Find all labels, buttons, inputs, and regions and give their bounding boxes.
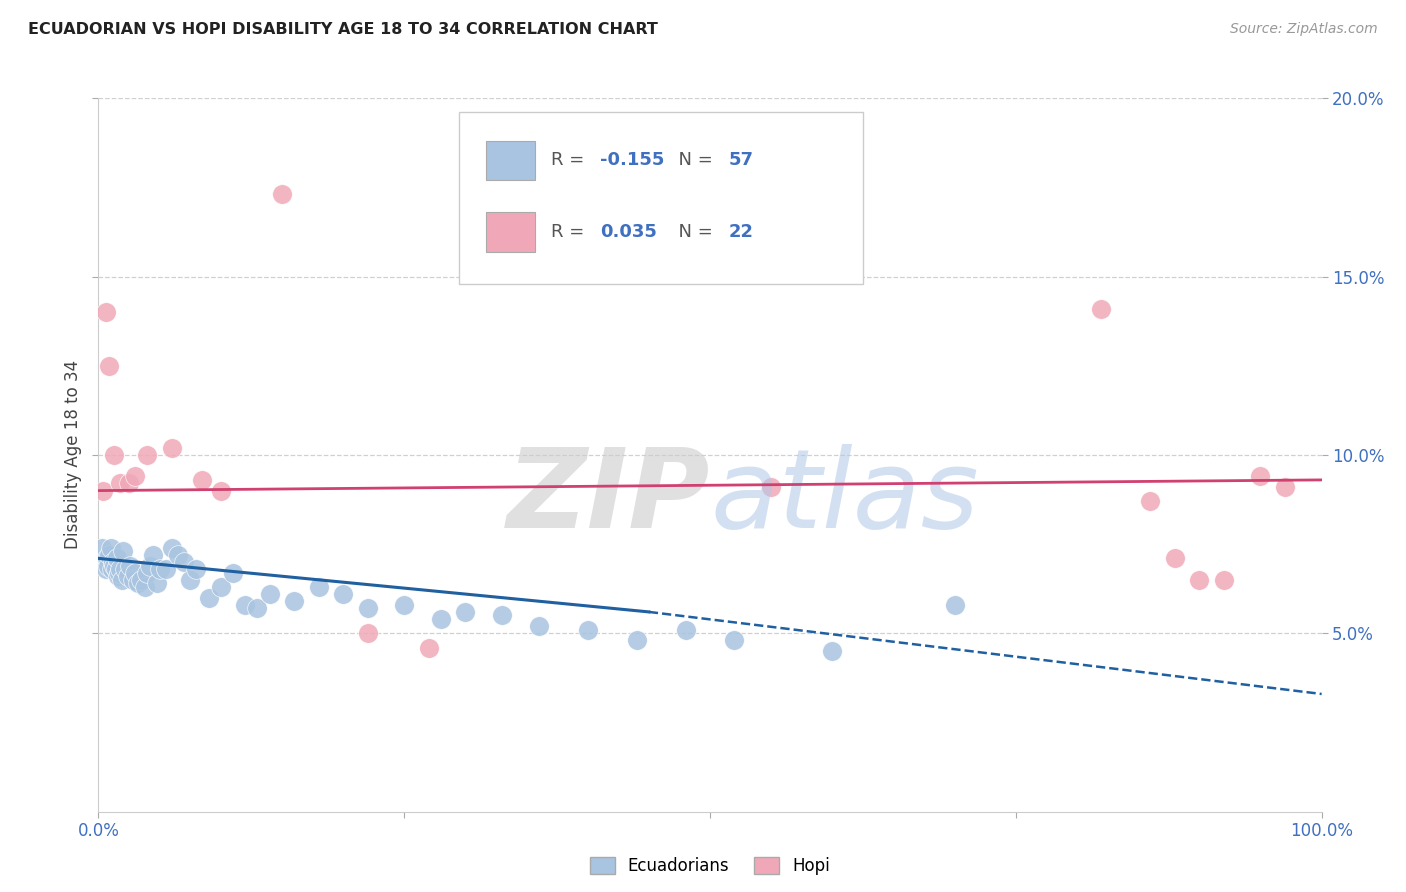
FancyBboxPatch shape bbox=[460, 112, 863, 284]
Point bbox=[155, 562, 177, 576]
Point bbox=[430, 612, 453, 626]
Point bbox=[222, 566, 245, 580]
FancyBboxPatch shape bbox=[486, 212, 536, 252]
Point bbox=[1090, 301, 1112, 316]
Text: N =: N = bbox=[668, 223, 718, 241]
Point bbox=[491, 608, 513, 623]
Point bbox=[197, 591, 219, 605]
Text: 57: 57 bbox=[728, 152, 754, 169]
Point bbox=[108, 566, 131, 580]
Point bbox=[127, 576, 149, 591]
Point bbox=[96, 551, 118, 566]
Point bbox=[104, 562, 127, 576]
Point bbox=[118, 476, 141, 491]
Point bbox=[1139, 494, 1161, 508]
Point bbox=[142, 548, 165, 562]
Point bbox=[98, 548, 121, 562]
Point bbox=[101, 555, 124, 569]
Point bbox=[93, 555, 115, 569]
Point bbox=[356, 601, 378, 615]
Point bbox=[91, 541, 114, 555]
Point bbox=[1212, 573, 1234, 587]
Point bbox=[136, 566, 159, 580]
Point bbox=[392, 598, 416, 612]
Point bbox=[283, 594, 305, 608]
Point bbox=[626, 633, 648, 648]
Point bbox=[134, 580, 156, 594]
Point bbox=[173, 555, 195, 569]
Text: -0.155: -0.155 bbox=[600, 152, 664, 169]
Point bbox=[233, 598, 256, 612]
Legend: Ecuadorians, Hopi: Ecuadorians, Hopi bbox=[583, 850, 837, 882]
Point bbox=[454, 605, 477, 619]
Text: ZIP: ZIP bbox=[506, 444, 710, 551]
Point bbox=[270, 187, 294, 202]
Point bbox=[418, 640, 440, 655]
Point bbox=[94, 562, 117, 576]
Point bbox=[332, 587, 354, 601]
Point bbox=[160, 441, 183, 455]
Point bbox=[761, 480, 783, 494]
Text: N =: N = bbox=[668, 152, 718, 169]
Point bbox=[723, 633, 745, 648]
Point bbox=[136, 448, 159, 462]
Point bbox=[576, 623, 599, 637]
Point bbox=[186, 562, 208, 576]
Point bbox=[179, 573, 201, 587]
Point bbox=[209, 483, 232, 498]
Point bbox=[356, 626, 378, 640]
Point bbox=[120, 558, 142, 573]
Point bbox=[124, 469, 146, 483]
Point bbox=[139, 558, 162, 573]
Point bbox=[527, 619, 550, 633]
Point bbox=[191, 473, 214, 487]
Point bbox=[105, 551, 128, 566]
Y-axis label: Disability Age 18 to 34: Disability Age 18 to 34 bbox=[63, 360, 82, 549]
Point bbox=[675, 623, 697, 637]
Text: R =: R = bbox=[551, 152, 591, 169]
Point bbox=[121, 573, 143, 587]
Point bbox=[98, 359, 121, 373]
FancyBboxPatch shape bbox=[486, 141, 536, 180]
Text: R =: R = bbox=[551, 223, 591, 241]
Point bbox=[160, 541, 183, 555]
Point bbox=[1164, 551, 1187, 566]
Point bbox=[103, 558, 125, 573]
Point bbox=[107, 569, 129, 583]
Point bbox=[1188, 573, 1211, 587]
Point bbox=[97, 558, 120, 573]
Point bbox=[259, 587, 281, 601]
Point bbox=[943, 598, 966, 612]
Point bbox=[1274, 480, 1296, 494]
Point bbox=[167, 548, 190, 562]
Text: 22: 22 bbox=[728, 223, 754, 241]
Point bbox=[114, 562, 136, 576]
Point bbox=[101, 562, 124, 576]
Point bbox=[1249, 469, 1271, 483]
Point bbox=[246, 601, 269, 615]
Text: ECUADORIAN VS HOPI DISABILITY AGE 18 TO 34 CORRELATION CHART: ECUADORIAN VS HOPI DISABILITY AGE 18 TO … bbox=[28, 22, 658, 37]
Point bbox=[100, 541, 122, 555]
Point bbox=[308, 580, 330, 594]
Point bbox=[821, 644, 844, 658]
Point bbox=[110, 562, 132, 576]
Point bbox=[209, 580, 232, 594]
Point bbox=[129, 573, 152, 587]
Point bbox=[110, 476, 132, 491]
Point bbox=[91, 483, 114, 498]
Point bbox=[124, 566, 146, 580]
Point bbox=[94, 305, 117, 319]
Point bbox=[103, 448, 125, 462]
Point bbox=[111, 573, 134, 587]
Text: atlas: atlas bbox=[710, 444, 979, 551]
Point bbox=[117, 569, 139, 583]
Text: 0.035: 0.035 bbox=[600, 223, 657, 241]
Point bbox=[111, 544, 134, 558]
Point bbox=[146, 576, 169, 591]
Point bbox=[149, 562, 172, 576]
Text: Source: ZipAtlas.com: Source: ZipAtlas.com bbox=[1230, 22, 1378, 37]
